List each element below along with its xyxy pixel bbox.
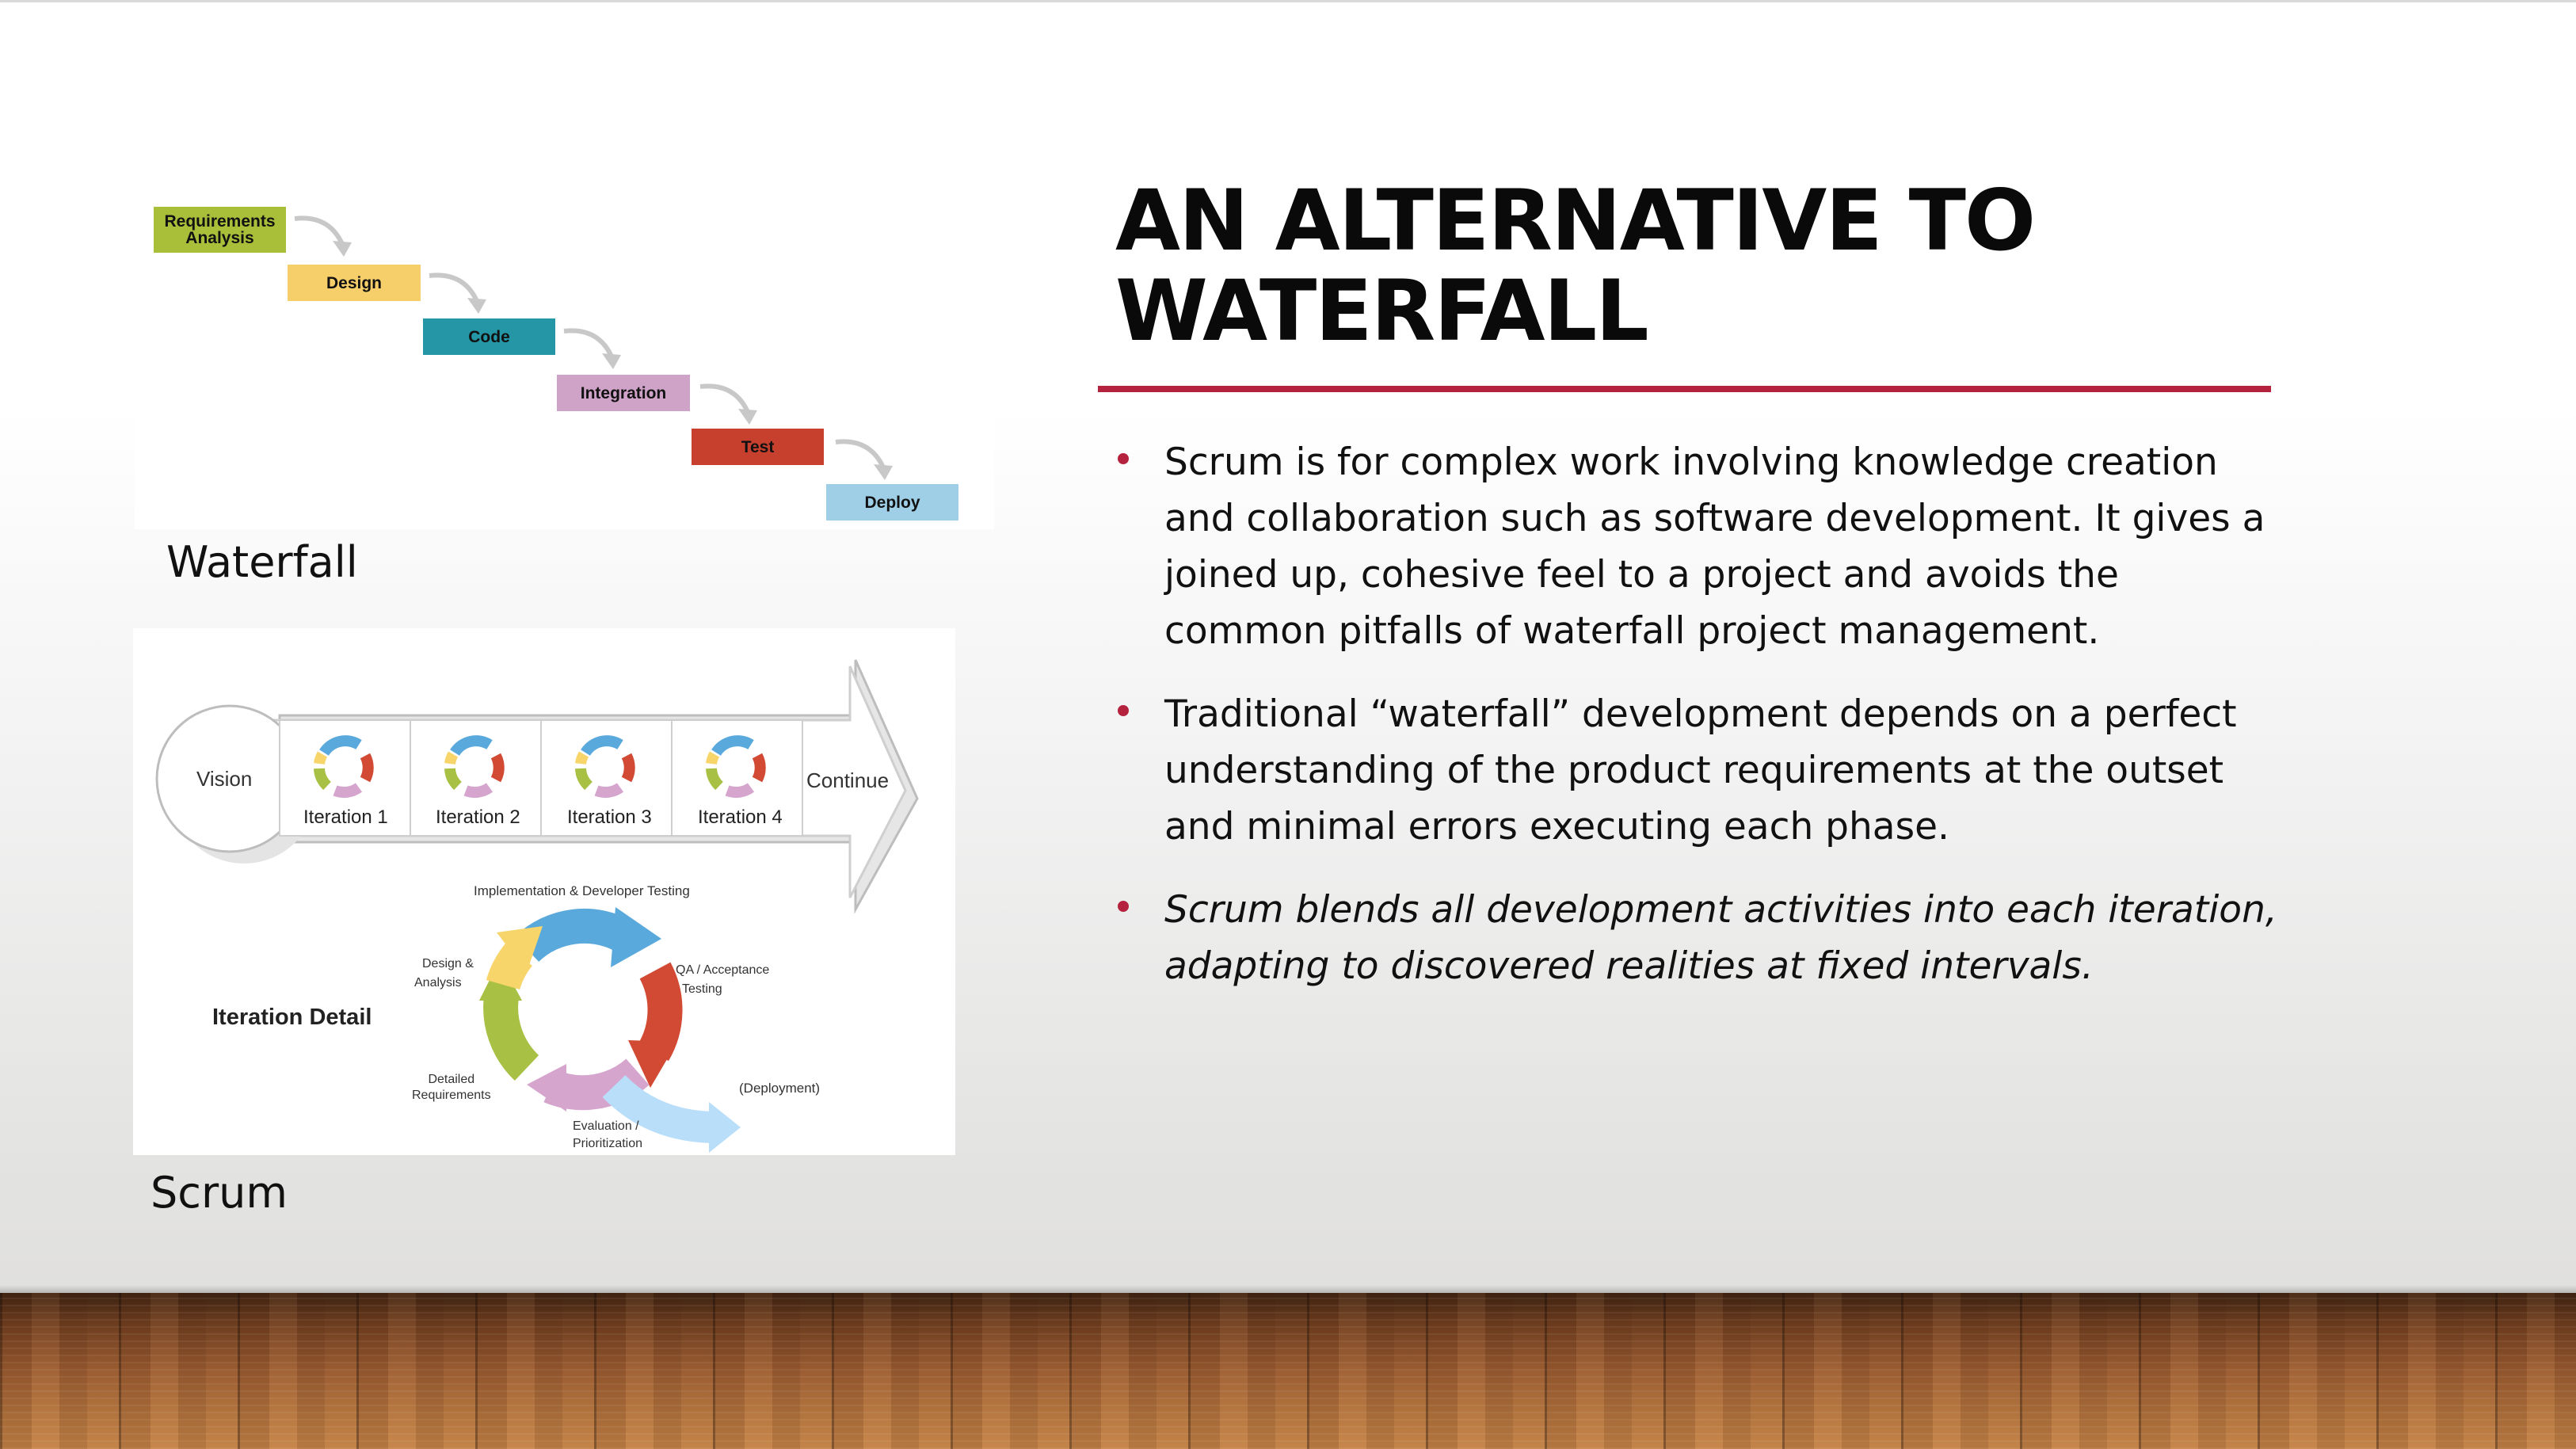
scrum-diagram-graphic	[155, 659, 919, 1153]
cycle-label-qa-line2: Testing	[682, 982, 722, 996]
waterfall-step-test: Test	[692, 429, 824, 465]
waterfall-step-deploy: Deploy	[826, 484, 958, 520]
cycle-label-qa-line1: QA / Acceptance	[676, 963, 770, 977]
bullet-item: Traditional “waterfall” development depe…	[1115, 686, 2280, 855]
curved-arrow-icon	[699, 383, 757, 425]
waterfall-step-design: Design	[288, 265, 421, 301]
cycle-label-implementation: Implementation & Developer Testing	[474, 883, 690, 898]
iteration-cycle-icon	[706, 735, 766, 798]
curved-arrow-icon	[835, 439, 893, 480]
iteration-detail-cycle	[479, 907, 741, 1153]
iteration-label: Iteration 4	[698, 806, 783, 828]
cycle-label-design-line2: Analysis	[414, 976, 462, 990]
waterfall-diagram: Requirements Analysis Design Code Integr…	[135, 189, 994, 529]
title-underline	[1098, 386, 2271, 392]
scrum-caption: Scrum	[151, 1168, 288, 1218]
iteration-cycle-icon	[575, 735, 635, 798]
bullet-dot-icon	[1118, 901, 1129, 912]
bullet-text: Traditional “waterfall” development depe…	[1164, 692, 2237, 848]
bullet-dot-icon	[1118, 453, 1129, 464]
waterfall-step-label: Deploy	[864, 493, 920, 512]
waterfall-step-code: Code	[423, 318, 555, 355]
cycle-label-evaluation-line2: Prioritization	[573, 1137, 643, 1150]
cycle-label-detailed-line1: Detailed	[428, 1073, 475, 1086]
bullet-dot-icon	[1118, 705, 1129, 716]
bullet-item: Scrum blends all development activities …	[1115, 882, 2280, 994]
cycle-label-qa: QA / Acceptance Testing	[676, 961, 769, 999]
cycle-label-detailed: Detailed Requirements	[412, 1072, 491, 1104]
bullet-text: Scrum blends all development activities …	[1164, 888, 2277, 988]
wood-floor-background	[0, 1293, 2576, 1449]
iteration-cycle-icon	[314, 735, 374, 798]
cycle-label-detailed-line2: Requirements	[412, 1089, 491, 1102]
curved-arrow-icon	[563, 328, 621, 369]
cycle-label-design: Design & Analysis	[414, 955, 474, 993]
curved-arrow-icon	[294, 215, 352, 257]
bullet-list: Scrum is for complex work involving know…	[1115, 434, 2280, 1021]
bullet-text: Scrum is for complex work involving know…	[1164, 440, 2265, 653]
bullet-item: Scrum is for complex work involving know…	[1115, 434, 2280, 659]
waterfall-step-label: Test	[741, 437, 775, 456]
waterfall-step-label: Requirements Analysis	[164, 212, 276, 247]
slide-title: AN ALTERNATIVE TO WATERFALL	[1115, 172, 2036, 360]
iteration-label: Iteration 2	[436, 806, 520, 828]
waterfall-step-label: Integration	[580, 383, 667, 402]
continue-label: Continue	[806, 768, 890, 792]
scrum-diagram: Vision Continue Iteration 1 Iteration 2 …	[133, 628, 955, 1155]
cycle-label-deployment: (Deployment)	[739, 1081, 821, 1096]
waterfall-step-requirements: Requirements Analysis	[154, 207, 286, 253]
waterfall-caption: Waterfall	[166, 537, 358, 587]
slide-top-border	[0, 0, 2576, 2]
waterfall-step-integration: Integration	[557, 375, 690, 411]
cycle-label-design-line1: Design &	[422, 957, 474, 970]
cycle-label-evaluation-line1: Evaluation /	[573, 1119, 639, 1133]
waterfall-step-label: Design	[326, 273, 382, 292]
iteration-cycle-icon	[444, 735, 505, 798]
vision-label: Vision	[196, 767, 253, 791]
iteration-label: Iteration 1	[303, 806, 388, 828]
waterfall-step-label: Code	[468, 327, 510, 346]
iteration-label: Iteration 3	[567, 806, 652, 828]
curved-arrow-icon	[429, 273, 486, 314]
iteration-detail-title: Iteration Detail	[212, 1005, 372, 1030]
cycle-label-evaluation: Evaluation / Prioritization	[573, 1118, 642, 1153]
